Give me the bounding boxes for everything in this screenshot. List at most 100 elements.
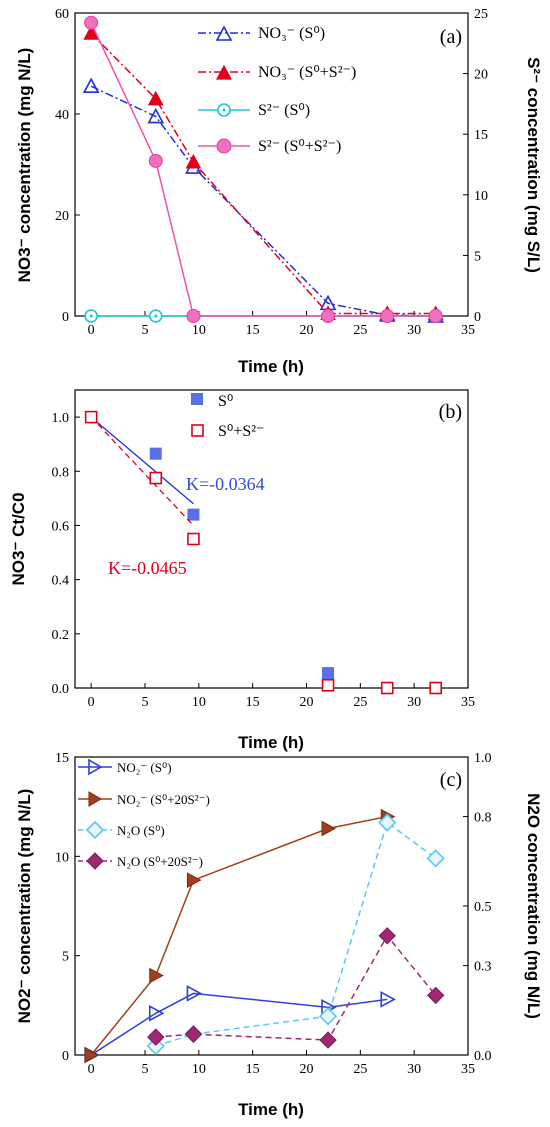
- panel-c-y2-ticks: 0.0 0.3 0.5 0.8 1.0: [463, 751, 492, 1064]
- panel-a-series-0-point-0: [82, 77, 100, 94]
- panel-b-x-ticks: 0 5 10 15 20 25 30 35: [88, 683, 475, 710]
- panel-a-series-3-point-5: [428, 309, 443, 323]
- panel-c-series-line-0: [90, 992, 388, 1056]
- panel-a-series-3-point-2: [186, 309, 201, 323]
- panel-c-ylabel: NO2⁻ concentration (mg N/L): [15, 789, 34, 1024]
- panel-a-series-line-0: [90, 85, 436, 317]
- panel-c-label: (c): [440, 769, 462, 791]
- panel-c-ytick-label-3: 15: [55, 751, 69, 766]
- panel-a-ytick-label-3: 60: [55, 7, 69, 22]
- panel-a-y2label: S²⁻ concentration (mg S/L): [524, 57, 543, 273]
- k-annotation-s0: K=-0.0364: [186, 474, 265, 494]
- legend-b-item-1: S⁰+S²⁻: [191, 423, 264, 440]
- svg-text:S⁰+S²⁻: S⁰+S²⁻: [218, 423, 264, 440]
- panel-a-series-line-1: [90, 32, 436, 315]
- panel-a-xtick-label-1: 5: [141, 323, 148, 338]
- panel-b-xtick-label-7: 35: [461, 695, 475, 710]
- panel-a-series-3-point-1: [148, 153, 163, 168]
- panel-a-series: [82, 15, 445, 323]
- panel-b-xtick-label-3: 15: [246, 695, 260, 710]
- k-annotation-s0-s2: K=-0.0465: [108, 558, 187, 578]
- svg-text:S⁰: S⁰: [218, 393, 233, 410]
- panel-c-series-3-point-0: [147, 1028, 165, 1046]
- panel-c-series-3-point-4: [426, 986, 445, 1005]
- panel-c-series-1-point-1: [149, 967, 164, 984]
- panel-a-y2tick-label-1: 5: [474, 249, 481, 264]
- panel-c-xtick-label-0: 0: [88, 1062, 95, 1077]
- panel-b-ytick-label-4: 0.8: [52, 465, 70, 480]
- panel-a-y2tick-label-2: 10: [474, 189, 488, 204]
- panel-a-xtick-label-3: 15: [246, 323, 260, 338]
- panel-b-series-1-point-1: [149, 471, 163, 485]
- legend-b-item-0: S⁰: [191, 393, 233, 410]
- panel-c-xtick-label-7: 35: [461, 1062, 475, 1077]
- panel-a-y2tick-label-0: 0: [474, 310, 481, 325]
- panel-b-series-0-point-3: [322, 667, 335, 680]
- panel-a-series-3-point-0: [84, 15, 99, 30]
- panel-b-ytick-label-0: 0.0: [52, 682, 70, 697]
- panel-b-xtick-label-4: 20: [299, 695, 313, 710]
- panel-a-series-3-point-3: [321, 309, 336, 323]
- legend-c-item-3: N₂O (S⁰+20S²⁻): [78, 852, 203, 870]
- panel-a-frame: [74, 12, 469, 317]
- panel-c-series-2-point-3: [378, 813, 397, 832]
- panel-a-xtick-label-2: 10: [192, 323, 206, 338]
- panel-a-series-3-point-4: [380, 309, 395, 323]
- legend-a-item-0: NO₃⁻ (S⁰): [198, 25, 325, 42]
- svg-text:NO₃⁻ (S⁰): NO₃⁻ (S⁰): [258, 25, 325, 42]
- panel-a-xtick-label-0: 0: [88, 323, 95, 338]
- panel-a-ytick-label-2: 40: [55, 108, 69, 123]
- panel-c-series-0-point-4: [380, 991, 396, 1008]
- svg-text:NO₂⁻ (S⁰): NO₂⁻ (S⁰): [117, 760, 172, 775]
- panel-c-series-3-point-3: [378, 927, 396, 945]
- panel-b-ytick-label-2: 0.4: [52, 574, 70, 589]
- legend-a-item-3: S²⁻ (S⁰+S²⁻): [198, 138, 341, 155]
- panel-c-xtick-label-4: 20: [299, 1062, 313, 1077]
- panel-c-y2tick-label-2: 0.5: [474, 900, 492, 915]
- panel-a-y2tick-label-3: 15: [474, 128, 488, 143]
- panel-c-ytick-label-1: 5: [62, 950, 69, 965]
- panel-a-series-1-point-0: [83, 25, 99, 40]
- panel-c-series-1-point-0: [84, 1047, 100, 1063]
- panel-c-xlabel: Time (h): [238, 1100, 304, 1119]
- panel-a-ytick-label-1: 20: [55, 209, 69, 224]
- panel-b-series-1-point-2: [187, 532, 200, 546]
- panel-b-xtick-label-1: 5: [141, 695, 148, 710]
- panel-b-xtick-label-2: 10: [192, 695, 206, 710]
- panel-c-y2tick-label-3: 0.8: [474, 811, 492, 826]
- panel-a-series-2-point-1-dot: [154, 314, 158, 318]
- panel-c: 0 5 10 15 20 25 30 35 0 5 10 15 0.0 0.3 0.5 0.8 1.0 Ti…: [15, 751, 543, 1119]
- legend-c-item-0: NO₂⁻ (S⁰): [78, 758, 172, 776]
- panel-a-series-2-point-0-dot: [89, 314, 93, 318]
- panel-a-y2-ticks: 0 5 10 15 20 25: [463, 7, 488, 325]
- panel-b-xtick-label-6: 30: [407, 695, 421, 710]
- panel-c-series-line-1: [90, 815, 388, 1056]
- panel-c-xtick-label-6: 30: [407, 1062, 421, 1077]
- panel-c-series-line-3: [155, 934, 437, 1041]
- panel-c-legend: NO₂⁻ (S⁰) NO₂⁻ (S⁰+20S²⁻) N₂O (S⁰) N₂O (…: [78, 758, 210, 870]
- panel-c-y-ticks: 0 5 10 15: [55, 751, 80, 1064]
- panel-b-xtick-label-0: 0: [88, 695, 95, 710]
- svg-text:NO₃⁻ (S⁰+S²⁻): NO₃⁻ (S⁰+S²⁻): [258, 64, 356, 81]
- legend-c-item-2: N₂O (S⁰): [78, 820, 165, 840]
- panel-a-xlabel: Time (h): [238, 357, 304, 376]
- legend-c-item-1: NO₂⁻ (S⁰+20S²⁻): [78, 791, 210, 807]
- panel-a-xtick-label-4: 20: [299, 323, 313, 338]
- panel-a-x-ticks: 0 5 10 15 20 25 30 35: [88, 311, 475, 338]
- panel-c-series-2-point-2: [318, 1007, 338, 1026]
- panel-b-series-1-point-4: [380, 681, 394, 695]
- panel-c-series-0-point-1: [148, 1004, 165, 1022]
- panel-a-ylabel: NO3⁻ concentration (mg N/L): [15, 48, 34, 283]
- panel-c-y2label: N2O concentration (mg N/L): [524, 793, 543, 1019]
- panel-a-legend: NO₃⁻ (S⁰) NO₃⁻ (S⁰+S²⁻) S²⁻ (S⁰) S²⁻ (S⁰…: [198, 25, 356, 155]
- panel-c-xtick-label-3: 15: [246, 1062, 260, 1077]
- svg-text:N₂O (S⁰): N₂O (S⁰): [117, 823, 165, 838]
- panel-c-y2tick-label-1: 0.3: [474, 960, 492, 975]
- panel-c-xtick-label-2: 10: [192, 1062, 206, 1077]
- panel-c-series-1-point-3: [321, 820, 337, 837]
- panel-b-y-ticks: 0.0 0.2 0.4 0.6 0.8 1.0: [52, 411, 80, 697]
- panel-a-ytick-label-0: 0: [62, 310, 69, 325]
- panel-b-ytick-label-3: 0.6: [52, 519, 70, 534]
- panel-b-xlabel: Time (h): [238, 733, 304, 752]
- panel-c-ytick-label-2: 10: [55, 850, 69, 865]
